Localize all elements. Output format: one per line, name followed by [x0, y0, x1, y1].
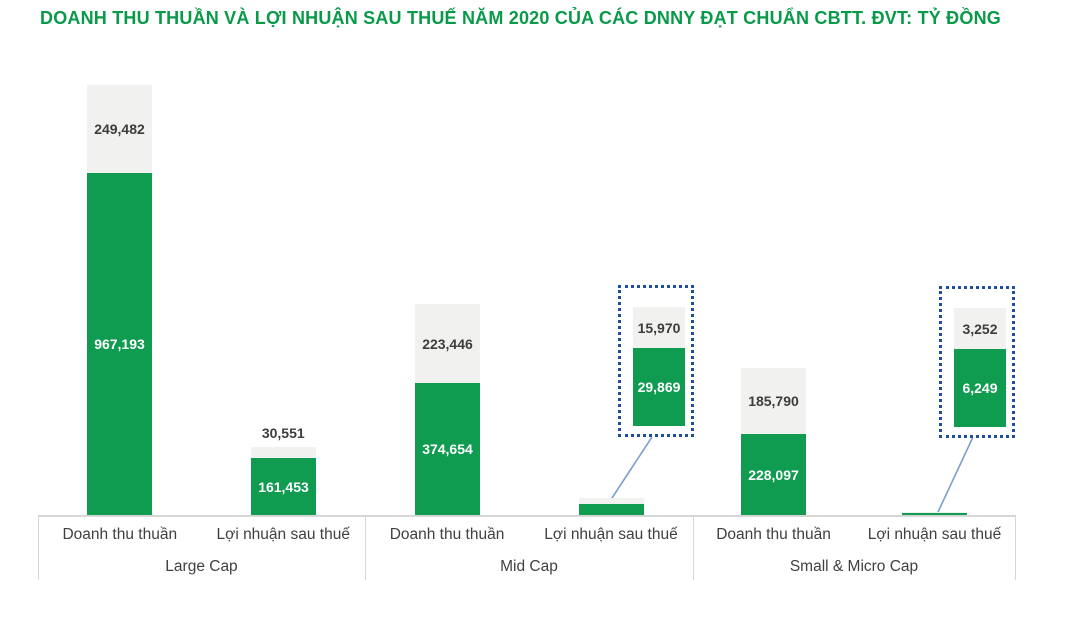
x-axis-divider-0 [37, 515, 39, 580]
callout-gray-segment-1-1 [633, 307, 685, 348]
chart-title: DOANH THU THUẦN VÀ LỢI NHUẬN SAU THUẾ NĂ… [40, 8, 1001, 28]
category-label-1-1: Lợi nhuận sau thuế [544, 526, 678, 543]
category-label-1-0: Doanh thu thuần [389, 526, 505, 543]
bar-gray-value-2-0: 185,790 [748, 393, 799, 409]
bar-green-value-0-1: 161,453 [258, 478, 309, 495]
callout-green-segment-1-1 [633, 348, 685, 426]
category-label-0-0: Doanh thu thuần [62, 526, 178, 543]
bar-segment-green-2-1 [902, 513, 967, 515]
x-axis-divider-3 [1014, 515, 1016, 580]
bar-segment-gray-0-1 [251, 447, 316, 458]
callout-gray-value-1-1: 15,970 [637, 319, 681, 336]
bar-green-value-0-0: 967,193 [94, 336, 145, 352]
callout-box-1-1: 15,970 29,869 [618, 285, 694, 437]
bar-segment-green-1-0 [415, 383, 480, 515]
callout-gray-value-2-1: 3,252 [962, 320, 998, 337]
bar-segment-gray-0-0 [87, 85, 152, 173]
category-label-2-1: Lợi nhuận sau thuế [867, 526, 1002, 543]
group-label-2: Small & Micro Cap [789, 558, 919, 575]
category-label-2-0: Doanh thu thuần [716, 526, 831, 543]
bar-segment-gray-2-0 [741, 368, 806, 434]
bar-segment-green-2-0 [741, 434, 806, 515]
callout-green-value-1-1: 29,869 [637, 379, 681, 395]
callout-green-segment-2-1 [954, 349, 1006, 427]
bar-green-value-2-0: 228,097 [748, 466, 799, 483]
bar-gray-value-0-0: 249,482 [94, 121, 145, 137]
x-axis-divider-2 [692, 515, 694, 580]
bar-segment-gray-2-1 [902, 512, 967, 513]
bar-segment-green-0-0 [87, 173, 152, 515]
bar-gray-value-1-0: 223,446 [422, 335, 473, 352]
bar-segment-green-0-1 [251, 458, 316, 515]
bar-segment-green-1-1 [579, 504, 644, 515]
bar-segment-gray-1-0 [415, 304, 480, 383]
group-label-0: Large Cap [165, 558, 238, 575]
group-label-1: Mid Cap [500, 558, 558, 575]
bar-green-value-1-0: 374,654 [422, 441, 473, 457]
callout-green-value-2-1: 6,249 [962, 380, 998, 396]
callout-box-2-1: 3,252 6,249 [939, 286, 1015, 438]
x-axis-baseline [38, 515, 1015, 517]
x-axis-divider-1 [364, 515, 366, 580]
bar-gray-value-0-1: 30,551 [261, 425, 305, 441]
category-label-0-1: Lợi nhuận sau thuế [216, 526, 350, 543]
callout-gray-segment-2-1 [954, 308, 1006, 349]
